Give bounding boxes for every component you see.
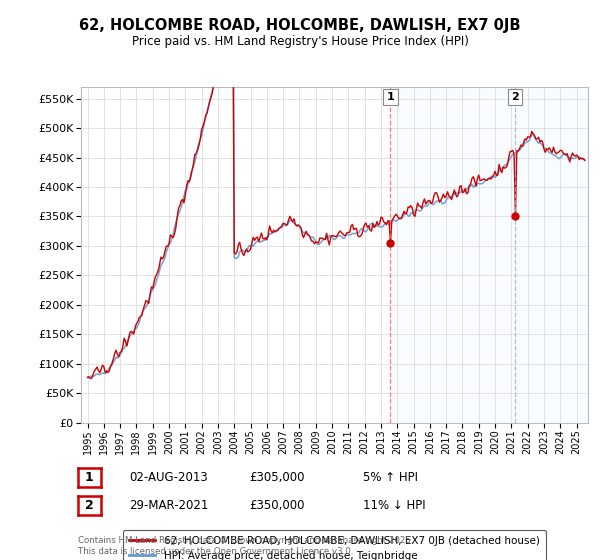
Text: 5% ↑ HPI: 5% ↑ HPI	[363, 470, 418, 484]
Text: £305,000: £305,000	[249, 470, 305, 484]
Text: 62, HOLCOMBE ROAD, HOLCOMBE, DAWLISH, EX7 0JB: 62, HOLCOMBE ROAD, HOLCOMBE, DAWLISH, EX…	[79, 18, 521, 34]
Text: 2: 2	[85, 498, 94, 512]
Text: 11% ↓ HPI: 11% ↓ HPI	[363, 498, 425, 512]
Text: 02-AUG-2013: 02-AUG-2013	[129, 470, 208, 484]
Text: 29-MAR-2021: 29-MAR-2021	[129, 498, 208, 512]
Legend: 62, HOLCOMBE ROAD, HOLCOMBE, DAWLISH, EX7 0JB (detached house), HPI: Average pri: 62, HOLCOMBE ROAD, HOLCOMBE, DAWLISH, EX…	[123, 530, 546, 560]
Text: Contains HM Land Registry data © Crown copyright and database right 2025.
This d: Contains HM Land Registry data © Crown c…	[78, 536, 413, 556]
Text: 1: 1	[386, 92, 394, 102]
Text: £350,000: £350,000	[249, 498, 305, 512]
Text: 1: 1	[85, 470, 94, 484]
Text: 2: 2	[511, 92, 519, 102]
Bar	[391, 87, 593, 423]
Text: Price paid vs. HM Land Registry's House Price Index (HPI): Price paid vs. HM Land Registry's House …	[131, 35, 469, 48]
